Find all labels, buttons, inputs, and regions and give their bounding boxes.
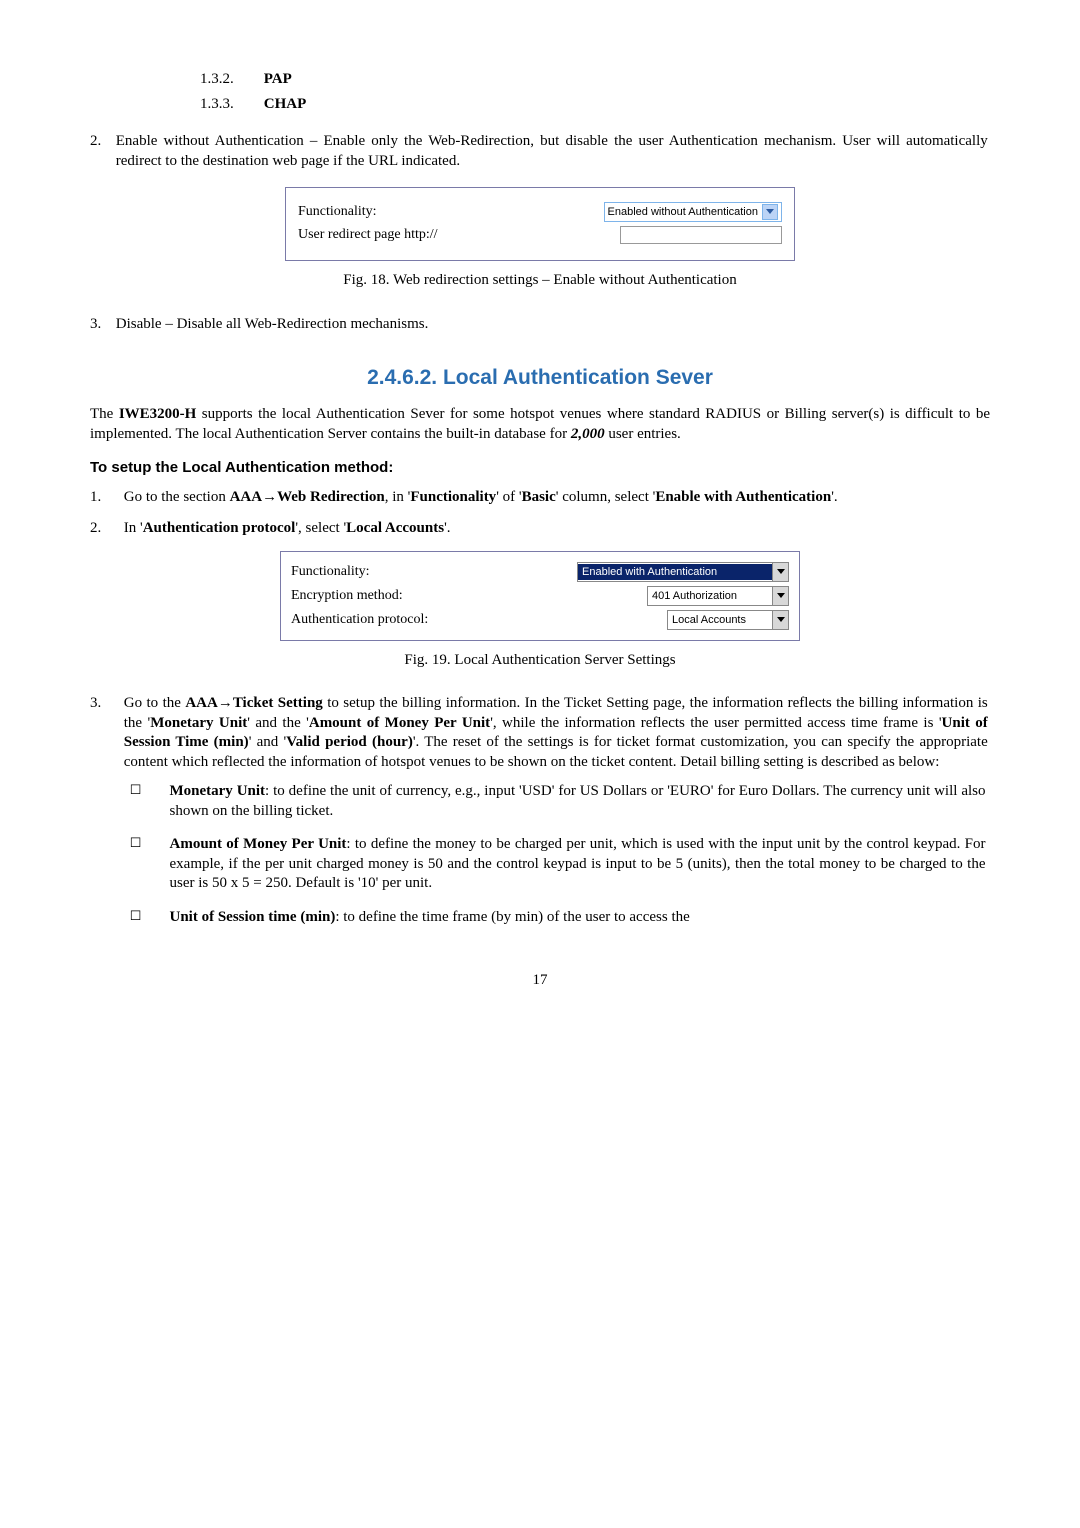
steps-list: 1. Go to the section AAA→Web Redirection… (90, 488, 990, 942)
step-body: Go to the section AAA→Web Redirection, i… (124, 488, 988, 508)
text: ' column, select ' (556, 489, 656, 505)
page-number: 17 (90, 971, 990, 991)
nav-path: AAA→Web Redirection (230, 489, 385, 505)
text: user entries. (605, 426, 681, 442)
item-label: CHAP (264, 96, 307, 112)
sub-bullet-list: ☐ Monetary Unit: to define the unit of c… (124, 782, 988, 927)
section-heading: 2.4.6.2. Local Authentication Sever (90, 364, 990, 391)
bullet-item: ☐ Amount of Money Per Unit: to define th… (124, 835, 988, 894)
term: Amount of Money Per Unit (170, 836, 347, 852)
redirect-label: User redirect page http:// (298, 226, 620, 244)
step-body: In 'Authentication protocol', select 'Lo… (124, 519, 988, 539)
step-1: 1. Go to the section AAA→Web Redirection… (90, 488, 990, 508)
term: Unit of Session time (min) (170, 909, 336, 925)
term: Valid period (hour) (286, 734, 413, 750)
dropdown-value: Enabled without Authentication (608, 205, 758, 219)
text: ' and ' (249, 734, 287, 750)
term: Enable with Authentication (655, 489, 831, 505)
square-bullet-icon: ☐ (124, 835, 166, 852)
text: Go to the section (124, 489, 230, 505)
item-number: 3. (90, 315, 112, 335)
auth-protocol-row: Authentication protocol: Local Accounts (291, 610, 789, 630)
functionality-label: Functionality: (298, 203, 604, 221)
nav-path: AAA→Ticket Setting (185, 695, 322, 711)
indent-list: 1.3.2. PAP 1.3.3. CHAP (90, 70, 990, 114)
numbered-item-2: 2. Enable without Authentication – Enabl… (90, 132, 990, 171)
term: Monetary Unit (150, 715, 247, 731)
text: In ' (124, 520, 143, 536)
text: '. (831, 489, 837, 505)
square-bullet-icon: ☐ (124, 908, 166, 925)
step-number: 1. (90, 488, 120, 508)
term: Local Accounts (346, 520, 444, 536)
indent-item: 1.3.3. CHAP (200, 95, 990, 115)
functionality-dropdown[interactable]: Enabled with Authentication (577, 562, 789, 582)
text: ' and the ' (247, 715, 309, 731)
entry-count: 2,000 (571, 426, 605, 442)
text: '. (444, 520, 450, 536)
step-number: 2. (90, 519, 120, 539)
term: Authentication protocol (143, 520, 296, 536)
redirect-input[interactable] (620, 226, 782, 244)
text: ' of ' (496, 489, 521, 505)
label: Authentication protocol: (291, 611, 667, 629)
term: Amount of Money Per Unit (309, 715, 490, 731)
item-number: 1.3.2. (200, 70, 260, 90)
text: ', while the information reflects the us… (490, 715, 941, 731)
label: Functionality: (291, 563, 577, 581)
functionality-dropdown[interactable]: Enabled without Authentication (604, 202, 782, 222)
text: The (90, 406, 119, 422)
text: Go to the (124, 695, 186, 711)
redirect-row: User redirect page http:// (298, 226, 782, 244)
functionality-row: Functionality: Enabled with Authenticati… (291, 562, 789, 582)
term: Monetary Unit (170, 783, 266, 799)
functionality-row: Functionality: Enabled without Authentic… (298, 202, 782, 222)
chevron-down-icon[interactable] (772, 563, 788, 581)
bullet-body: Amount of Money Per Unit: to define the … (170, 835, 986, 894)
item-number: 2. (90, 132, 112, 152)
item-text: Disable – Disable all Web-Redirection me… (116, 315, 988, 335)
step-number: 3. (90, 694, 120, 714)
text: : to define the time frame (by min) of t… (335, 909, 689, 925)
figure-18-caption: Fig. 18. Web redirection settings – Enab… (90, 271, 990, 291)
text: ', select ' (295, 520, 346, 536)
dropdown-value: Enabled with Authentication (578, 564, 772, 580)
indent-item: 1.3.2. PAP (200, 70, 990, 90)
product-name: IWE3200-H (119, 406, 197, 422)
bullet-item: ☐ Monetary Unit: to define the unit of c… (124, 782, 988, 821)
figure-19-box: Functionality: Enabled with Authenticati… (280, 551, 800, 641)
step-3: 3. Go to the AAA→Ticket Setting to setup… (90, 694, 990, 941)
figure-19-caption: Fig. 19. Local Authentication Server Set… (90, 651, 990, 671)
numbered-item-3: 3. Disable – Disable all Web-Redirection… (90, 315, 990, 335)
label: Encryption method: (291, 587, 647, 605)
chevron-down-icon[interactable] (772, 611, 788, 629)
bullet-item: ☐ Unit of Session time (min): to define … (124, 908, 988, 928)
text: supports the local Authentication Sever … (90, 406, 990, 442)
item-label: PAP (264, 71, 292, 87)
bullet-body: Unit of Session time (min): to define th… (170, 908, 986, 928)
item-text: Enable without Authentication – Enable o… (116, 132, 988, 171)
auth-protocol-dropdown[interactable]: Local Accounts (667, 610, 789, 630)
chevron-down-icon[interactable] (772, 587, 788, 605)
bullet-body: Monetary Unit: to define the unit of cur… (170, 782, 986, 821)
encryption-row: Encryption method: 401 Authorization (291, 586, 789, 606)
figure-18-box: Functionality: Enabled without Authentic… (285, 187, 795, 261)
text: : to define the unit of currency, e.g., … (170, 783, 986, 819)
item-number: 1.3.3. (200, 95, 260, 115)
term: Basic (522, 489, 556, 505)
step-body: Go to the AAA→Ticket Setting to setup th… (124, 694, 988, 941)
dropdown-value: 401 Authorization (648, 589, 772, 603)
term: Functionality (410, 489, 496, 505)
chevron-down-icon[interactable] (762, 204, 778, 220)
step-2: 2. In 'Authentication protocol', select … (90, 519, 990, 539)
encryption-dropdown[interactable]: 401 Authorization (647, 586, 789, 606)
square-bullet-icon: ☐ (124, 782, 166, 799)
dropdown-value: Local Accounts (668, 613, 772, 627)
intro-paragraph: The IWE3200-H supports the local Authent… (90, 405, 990, 444)
text: , in ' (385, 489, 411, 505)
subsection-heading: To setup the Local Authentication method… (90, 458, 990, 478)
